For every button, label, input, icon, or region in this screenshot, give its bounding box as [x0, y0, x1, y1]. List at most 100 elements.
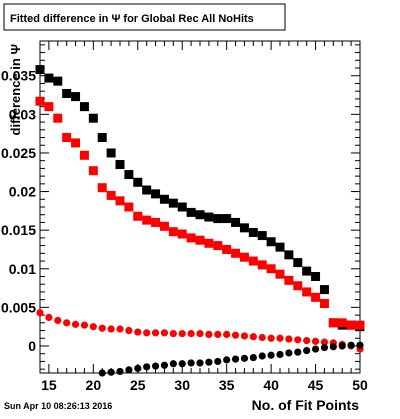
data-point-square — [53, 76, 63, 86]
data-point-circle — [356, 341, 364, 349]
data-point-square — [44, 73, 54, 83]
data-point-circle — [249, 333, 257, 341]
data-point-circle — [80, 321, 89, 329]
data-point-square — [115, 160, 125, 170]
data-point-circle — [98, 369, 106, 377]
title-box-frame — [3, 3, 286, 31]
data-point-square — [79, 102, 89, 112]
y-tick-label: 0.025 — [1, 145, 36, 161]
data-point-circle — [116, 325, 124, 333]
x-tick-label: 45 — [308, 377, 324, 393]
data-point-circle — [223, 356, 231, 364]
data-point-square — [204, 212, 214, 222]
data-point-circle — [258, 352, 266, 360]
data-point-square — [44, 102, 54, 112]
data-point-circle — [320, 338, 329, 346]
data-point-circle — [231, 355, 240, 363]
data-point-square — [88, 113, 98, 123]
data-point-circle — [276, 334, 284, 342]
data-point-circle — [223, 330, 231, 338]
data-point-circle — [151, 362, 160, 370]
data-point-circle — [294, 348, 302, 356]
data-point-square — [213, 214, 223, 224]
data-point-square — [186, 233, 196, 243]
data-point-circle — [347, 341, 355, 349]
data-point-circle — [169, 330, 177, 338]
data-point-square — [115, 196, 125, 206]
data-point-circle — [160, 329, 169, 337]
data-point-circle — [196, 330, 204, 338]
data-point-circle — [205, 330, 213, 338]
data-point-square — [213, 241, 223, 251]
data-point-circle — [187, 359, 195, 367]
timestamp: Sun Apr 10 08:26:13 2016 — [4, 401, 112, 411]
data-point-circle — [178, 360, 186, 368]
data-point-square — [257, 231, 267, 241]
x-tick-label: 35 — [219, 377, 235, 393]
data-point-square — [266, 237, 276, 247]
data-point-square — [133, 177, 143, 187]
data-point-square — [319, 285, 329, 295]
data-point-square — [142, 185, 152, 195]
data-point-circle — [267, 351, 275, 359]
data-point-circle — [285, 349, 293, 357]
y-tick-label: 0.035 — [1, 68, 36, 84]
data-point-square — [239, 252, 249, 262]
data-point-square — [231, 217, 241, 227]
data-point-circle — [36, 309, 44, 317]
y-tick-label: 0.03 — [9, 106, 36, 122]
data-point-square — [106, 148, 116, 158]
data-point-square — [177, 229, 187, 239]
data-point-circle — [338, 342, 346, 350]
data-point-circle — [294, 336, 302, 344]
data-point-square — [35, 96, 45, 106]
x-tick-label: 40 — [263, 377, 279, 393]
data-point-square — [275, 269, 285, 279]
data-point-square — [177, 202, 187, 212]
data-point-square — [195, 235, 205, 245]
axes-group: 15 20 25 30 35 40 45 50 0 0.005 0.01 0.015 0.02 0.025… — [1, 40, 368, 393]
data-point-square — [222, 214, 232, 224]
data-point-square — [266, 264, 276, 274]
data-point-square — [133, 211, 143, 221]
data-point-square — [159, 194, 169, 204]
data-point-square — [106, 190, 116, 200]
data-point-square — [239, 223, 249, 233]
data-point-circle — [187, 330, 195, 338]
data-point-square — [248, 256, 258, 266]
data-marks-group — [35, 65, 365, 377]
data-point-square — [124, 170, 134, 180]
data-point-square — [302, 266, 312, 276]
data-point-circle — [125, 326, 133, 335]
data-point-circle — [285, 335, 293, 343]
data-point-circle — [320, 343, 329, 352]
data-point-square — [222, 244, 232, 254]
data-point-square — [346, 320, 356, 330]
data-point-circle — [196, 359, 204, 367]
data-point-circle — [205, 358, 213, 366]
data-point-circle — [134, 364, 142, 372]
data-point-circle — [45, 313, 53, 322]
data-point-square — [293, 281, 303, 291]
data-point-square — [284, 250, 294, 260]
data-point-square — [97, 183, 107, 193]
data-point-square — [35, 65, 45, 75]
data-point-circle — [303, 336, 311, 345]
data-point-circle — [143, 363, 151, 371]
y-tick-label: 0 — [28, 338, 36, 354]
data-point-square — [248, 227, 258, 237]
data-point-circle — [214, 357, 222, 366]
data-point-circle — [240, 332, 249, 340]
data-point-square — [284, 275, 294, 285]
data-point-square — [257, 260, 267, 270]
data-point-square — [151, 217, 161, 227]
title-box: Fitted difference in Ψ for Global Rec Al… — [3, 3, 286, 31]
data-point-square — [124, 202, 134, 212]
data-point-circle — [169, 360, 177, 368]
y-tick-label: 0.015 — [1, 222, 36, 238]
data-point-square — [186, 207, 196, 217]
data-point-circle — [89, 323, 97, 331]
